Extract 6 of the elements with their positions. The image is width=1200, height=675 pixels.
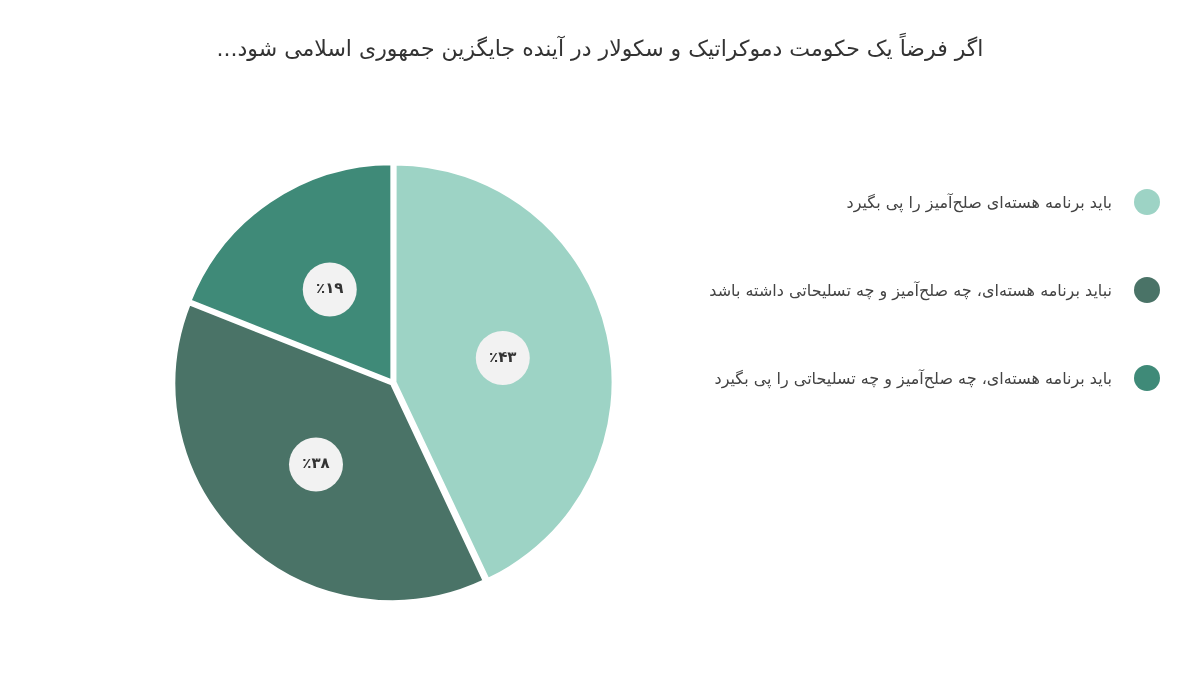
data-label: ٪۳۸ <box>302 454 330 473</box>
legend-label: باید برنامه هسته‌ای، چه صلح‌آمیز و چه تسلیحاتی را پی بگیرد <box>714 368 1112 388</box>
legend-label: باید برنامه هسته‌ای صلح‌آمیز را پی بگیرد <box>846 192 1112 212</box>
legend-label: نباید برنامه هسته‌ای، چه صلح‌آمیز و چه تسلیحاتی داشته باشد <box>709 280 1112 300</box>
data-label: ٪۱۹ <box>316 279 344 298</box>
data-label: ٪۴۳ <box>489 347 517 366</box>
